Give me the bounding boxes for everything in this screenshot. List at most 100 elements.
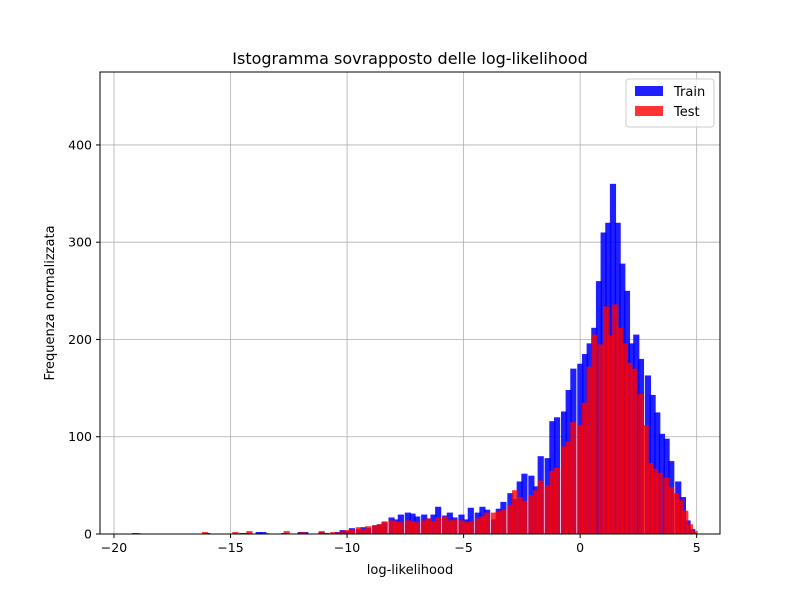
x-tick-label: 5 <box>693 540 701 555</box>
histogram-bar-test <box>388 520 395 534</box>
histogram-bar-test <box>621 343 628 534</box>
histogram-bar-test <box>397 522 404 534</box>
histogram-bar-test <box>686 524 693 534</box>
y-tick-label: 0 <box>84 527 92 542</box>
histogram-bar-test <box>299 532 307 534</box>
y-tick-label: 300 <box>68 235 92 250</box>
plot-frame <box>99 71 721 535</box>
histogram-bar-test <box>598 344 605 534</box>
histogram-bar-test <box>246 531 253 534</box>
histogram-bar-test <box>570 422 577 534</box>
series-test <box>134 304 698 534</box>
y-tick-label: 400 <box>68 137 92 152</box>
x-tick-label: −15 <box>217 540 243 555</box>
histogram-bar-test <box>202 532 209 534</box>
histogram-bar-test <box>479 516 486 534</box>
histogram-bar-test <box>553 467 561 534</box>
histogram-bar-test <box>602 306 610 534</box>
histogram-bar-test <box>458 520 465 534</box>
legend-label-test: Test <box>673 105 700 120</box>
histogram-bar-test <box>581 402 589 534</box>
histogram-bar-test <box>355 527 362 534</box>
histogram-bar-test <box>409 521 416 534</box>
histogram-bar-test <box>516 497 523 534</box>
histogram-bar-test <box>446 520 453 534</box>
x-tick-label: −20 <box>101 540 127 555</box>
histogram-bar-test <box>507 504 514 534</box>
histogram-bar-test <box>484 512 491 534</box>
histogram-bar-test <box>560 446 568 534</box>
histogram-bar-test <box>337 532 344 534</box>
histogram-bar-test <box>500 509 507 534</box>
histogram-bar-test <box>283 531 290 534</box>
histogram-bar-test <box>381 521 388 534</box>
y-axis-ticks: 0 100 200 300 400 <box>68 137 100 542</box>
histogram-bar-test <box>376 524 383 534</box>
histogram-bar-test <box>521 500 528 534</box>
histogram-bar-test <box>586 366 593 534</box>
histogram-bar-test <box>607 335 614 534</box>
histogram-bar-test <box>528 495 535 534</box>
histogram-bar-test <box>442 516 449 534</box>
histogram-bar-test <box>549 470 556 534</box>
histogram-bar-test <box>467 521 474 534</box>
histogram-bar-test <box>647 463 654 534</box>
histogram-bar-test <box>491 512 498 534</box>
histogram-bar-test <box>232 532 239 534</box>
histogram-bar-test <box>565 441 572 534</box>
histogram-bar-test <box>656 472 663 534</box>
histogram-bar-test <box>682 510 689 534</box>
histogram-bar-test <box>642 425 649 534</box>
histogram-bar-test <box>344 530 351 534</box>
histogram-bar-test <box>532 490 540 534</box>
histogram-bar-test <box>421 520 428 534</box>
histogram-bar-test <box>393 521 400 534</box>
histogram-bar-test <box>451 519 458 534</box>
histogram-bar-test <box>591 334 598 534</box>
histogram-bar-train <box>467 507 474 534</box>
legend-swatch-test <box>635 106 663 116</box>
histogram-bar-test <box>630 368 638 534</box>
histogram-bar-test <box>425 518 432 534</box>
histogram-bar-train <box>260 532 267 534</box>
histogram-bar-test <box>512 490 519 534</box>
histogram-bar-test <box>663 477 670 534</box>
x-tick-label: −5 <box>454 540 472 555</box>
histogram-bar-test <box>404 520 411 534</box>
histogram-bar-train <box>255 532 262 534</box>
histogram-bar-test <box>372 525 379 534</box>
histogram-bar-test <box>463 522 470 534</box>
legend: Train Test <box>625 78 715 128</box>
legend-swatch-train <box>635 86 663 96</box>
x-tick-label: 0 <box>576 540 584 555</box>
histogram-bar-test <box>616 327 624 534</box>
histogram-bar-test <box>365 526 372 534</box>
x-tick-label: −10 <box>334 540 360 555</box>
histogram-bars <box>132 183 698 535</box>
histogram-bar-test <box>626 362 633 534</box>
histogram-bar-test <box>414 522 421 534</box>
histogram-bar-test <box>672 493 679 534</box>
histogram-bar-test <box>677 499 684 534</box>
histogram-bar-test <box>435 517 442 534</box>
histogram-bar-test <box>318 531 325 534</box>
histogram-bar-test <box>330 532 337 534</box>
chart-title: Istogramma sovrapposto delle log-likelih… <box>232 49 587 68</box>
histogram-bar-test <box>348 529 356 534</box>
x-axis-label: log-likelihood <box>367 563 453 578</box>
histogram-bar-test <box>577 425 584 534</box>
y-tick-label: 200 <box>68 332 92 347</box>
legend-label-train: Train <box>673 85 705 100</box>
histogram-bar-test <box>637 393 645 534</box>
histogram-bar-test <box>537 480 544 534</box>
y-axis-label: Frequenza normalizzata <box>43 225 58 380</box>
histogram-bar-test <box>651 468 659 534</box>
histogram-bar-test <box>691 531 698 534</box>
x-axis-ticks: −20 −15 −10 −5 0 5 <box>101 534 701 555</box>
histogram-bar-test <box>544 485 551 534</box>
histogram-bar-test <box>612 304 619 534</box>
histogram-bar-test <box>430 521 437 534</box>
histogram-bar-test <box>360 529 367 534</box>
histogram-bar-test <box>474 518 481 534</box>
